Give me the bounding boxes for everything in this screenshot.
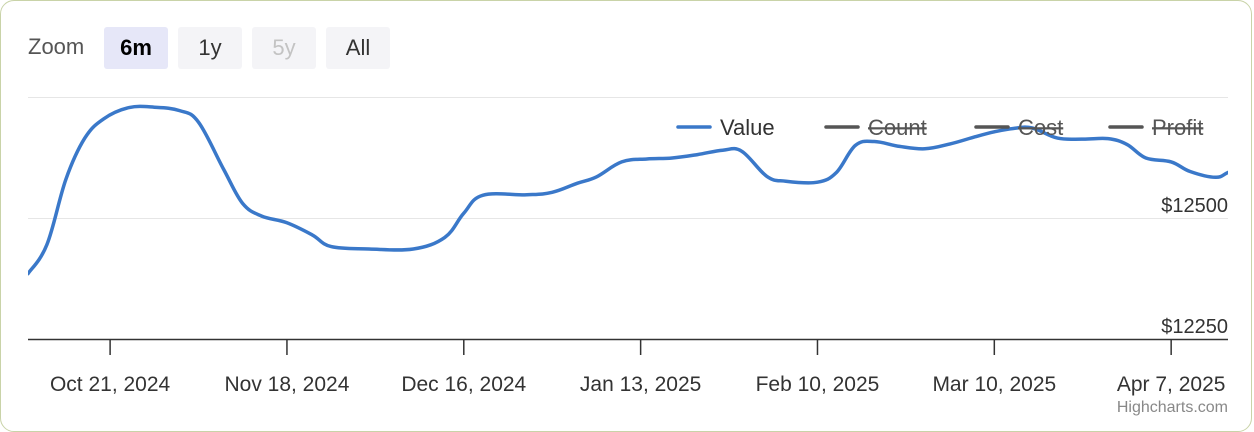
zoom-label: Zoom [28, 34, 85, 59]
y-tick-label: $12500 [1161, 195, 1228, 217]
x-tick-label: Dec 16, 2024 [401, 373, 526, 396]
legend-label: Value [720, 115, 775, 140]
series-line-value[interactable] [28, 104, 1247, 276]
highcharts-credits[interactable]: Highcharts.com [1116, 399, 1228, 416]
x-tick-label: Oct 21, 2024 [50, 373, 171, 396]
y-tick-label: $12250 [1161, 316, 1228, 338]
x-tick-label: Feb 10, 2025 [756, 373, 880, 396]
legend-label: Profit [1152, 115, 1203, 140]
legend-label: Count [868, 115, 927, 140]
legend-item-profit[interactable]: Profit [1108, 115, 1203, 140]
x-tick-label: Nov 18, 2024 [224, 373, 349, 396]
legend-item-cost[interactable]: Cost [974, 115, 1063, 140]
zoom-5y-button: 5y [252, 27, 316, 69]
legend-label: Cost [1018, 115, 1063, 140]
legend-item-count[interactable]: Count [824, 115, 927, 140]
zoom-6m-button[interactable]: 6m [104, 27, 168, 69]
legend-item-value[interactable]: Value [676, 115, 775, 140]
zoom-1y-button[interactable]: 1y [178, 27, 242, 69]
zoom-all-button[interactable]: All [326, 27, 390, 69]
x-tick-label: Jan 13, 2025 [580, 373, 701, 396]
x-tick-label: Apr 7, 2025 [1117, 373, 1226, 396]
x-tick-label: Mar 10, 2025 [932, 373, 1056, 396]
